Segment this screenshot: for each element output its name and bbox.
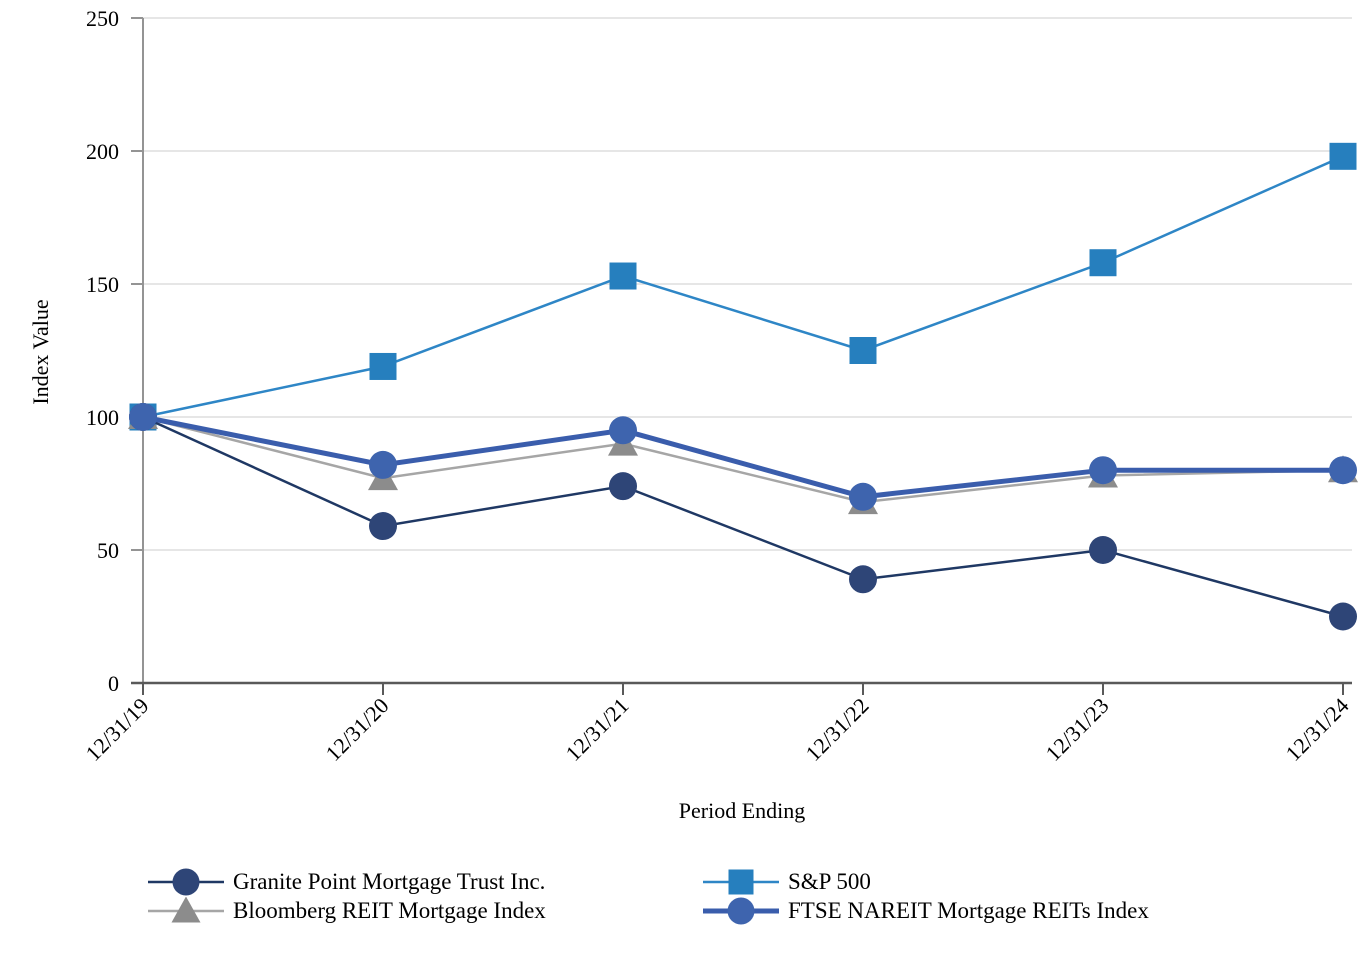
x-tick-label: 12/31/21 (561, 693, 634, 766)
legend-item-bloomberg-reit: Bloomberg REIT Mortgage Index (148, 896, 703, 925)
y-axis-title: Index Value (28, 299, 53, 405)
x-axis-title: Period Ending (678, 798, 806, 823)
legend-label-granite-point: Granite Point Mortgage Trust Inc. (233, 868, 546, 894)
series-2-marker (369, 352, 397, 380)
series-line-3 (142, 414, 1343, 500)
x-tick-label: 12/31/23 (1041, 693, 1114, 766)
series-0-marker (1329, 602, 1357, 631)
y-tick-label: 150 (86, 272, 119, 297)
series-3-marker (1329, 456, 1357, 485)
series-3-marker (369, 450, 397, 479)
x-tick-label: 12/31/22 (801, 693, 874, 766)
series-3-marker (129, 403, 157, 431)
legend-marker-glyph (728, 869, 754, 894)
series-2-marker (1089, 249, 1117, 277)
legend-item-sp500: S&P 500 (703, 867, 1149, 896)
y-tick-label: 250 (86, 6, 119, 31)
series-3-marker (849, 482, 877, 511)
series-3-marker (609, 416, 637, 445)
y-tick-label: 200 (86, 139, 119, 164)
series-line-2 (142, 155, 1344, 419)
legend-item-ftse-nareit: FTSE NAREIT Mortgage REITs Index (703, 896, 1149, 925)
legend-item-granite-point: Granite Point Mortgage Trust Inc. (148, 867, 703, 896)
series-2-marker (609, 262, 637, 290)
series-0-marker (1089, 536, 1117, 564)
legend: Granite Point Mortgage Trust Inc. Bloomb… (148, 867, 1149, 925)
series-line-0 (142, 415, 1344, 618)
sp500-line-square-marker-icon (703, 869, 779, 894)
x-tick-label: 12/31/24 (1281, 693, 1354, 766)
x-tick-label: 12/31/19 (81, 693, 154, 766)
series-3-marker (1089, 456, 1117, 485)
legend-marker-glyph (727, 897, 755, 924)
series-0-marker (369, 512, 397, 541)
legend-column-right: S&P 500 FTSE NAREIT Mortgage REITs Index (703, 867, 1149, 925)
legend-label-sp500: S&P 500 (788, 868, 871, 894)
ftse-nareit-line-circle-marker-icon (703, 897, 779, 924)
legend-label-ftse-nareit: FTSE NAREIT Mortgage REITs Index (788, 897, 1149, 923)
series-2-marker (1329, 142, 1357, 170)
x-tick-label: 12/31/20 (321, 693, 394, 766)
legend-marker-glyph (171, 896, 201, 922)
series-line-1 (142, 415, 1344, 504)
legend-column-left: Granite Point Mortgage Trust Inc. Bloomb… (148, 867, 703, 925)
y-tick-label: 50 (97, 538, 119, 563)
y-tick-label: 0 (108, 671, 119, 696)
series-2-marker (849, 337, 877, 364)
bloomberg-reit-line-triangle-marker-icon (148, 896, 224, 922)
legend-marker-glyph (172, 868, 200, 895)
legend-label-bloomberg-reit: Bloomberg REIT Mortgage Index (233, 897, 546, 923)
y-tick-label: 100 (86, 405, 119, 430)
granite-point-line-circle-marker-icon (148, 868, 224, 895)
series-0-marker (849, 565, 877, 594)
series-0-marker (609, 472, 637, 501)
